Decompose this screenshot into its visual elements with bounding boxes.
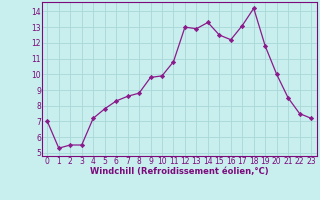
X-axis label: Windchill (Refroidissement éolien,°C): Windchill (Refroidissement éolien,°C) [90,167,268,176]
